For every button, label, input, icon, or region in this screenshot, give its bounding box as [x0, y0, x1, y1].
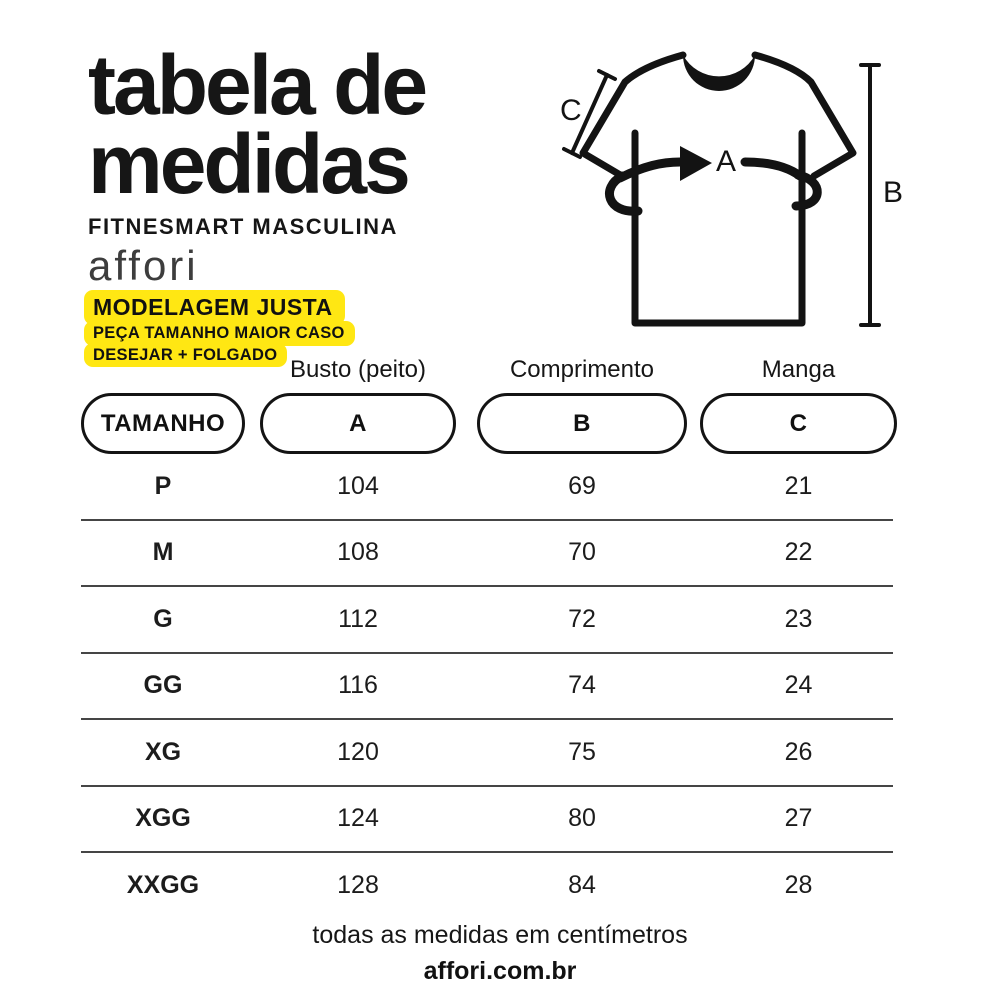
group-label-bust: Busto (peito) — [289, 356, 427, 383]
sleeve-cell: 28 — [784, 870, 813, 899]
bust-cell: 112 — [338, 604, 378, 633]
table-row: XGG 124 80 27 — [81, 787, 897, 852]
sleeve-label: C — [560, 94, 582, 127]
length-cell: 72 — [568, 604, 596, 633]
length-cell: 70 — [568, 538, 596, 567]
bust-cell: 104 — [337, 471, 379, 500]
row-divider — [81, 718, 893, 720]
table-row: GG 116 74 24 — [81, 654, 897, 719]
neck-opening — [683, 55, 755, 91]
tshirt-measurement-diagram: A B C — [540, 30, 960, 355]
bust-cell: 116 — [338, 671, 378, 700]
footer: todas as medidas em centímetros affori.c… — [0, 921, 1000, 986]
length-measure-line — [859, 63, 881, 327]
size-cell: M — [152, 538, 174, 567]
sleeve-cell: 23 — [784, 604, 813, 633]
chest-measure-arrow — [605, 157, 822, 216]
website-url: affori.com.br — [423, 957, 577, 985]
row-divider — [81, 585, 893, 587]
table-row: G 112 72 23 — [81, 587, 897, 652]
tshirt-icon: A B C — [560, 51, 903, 327]
sleeve-measure-line — [562, 69, 617, 159]
table-row: XXGG 128 84 28 — [81, 853, 897, 918]
size-cell: GG — [143, 671, 183, 700]
row-divider — [81, 651, 893, 654]
fit-note-line2: PEÇA TAMANHO MAIOR CASO — [84, 321, 355, 346]
bust-cell: 128 — [337, 870, 379, 899]
row-divider — [81, 518, 893, 521]
brand-logo: affori — [88, 242, 199, 289]
row-divider — [81, 851, 893, 853]
size-cell: XGG — [135, 804, 191, 833]
column-group-labels: Busto (peito) Comprimento Manga — [81, 354, 897, 386]
page-title-line1: tabela de — [88, 38, 428, 132]
table-body: P 104 69 21 M 108 70 22 G 112 72 23 GG — [81, 454, 897, 918]
table-row: XG 120 75 26 — [81, 720, 897, 785]
length-cell: 75 — [568, 737, 596, 766]
header-pill-c: C — [700, 393, 897, 454]
page-title: tabela de medidas — [88, 38, 428, 211]
size-cell: G — [153, 604, 173, 633]
bust-cell: 124 — [337, 804, 379, 833]
fit-note: MODELAGEM JUSTA PEÇA TAMANHO MAIOR CASO … — [84, 290, 355, 367]
chest-label: A — [716, 145, 736, 178]
size-cell: XXGG — [126, 870, 200, 899]
bust-cell: 108 — [337, 538, 379, 567]
sleeve-cell: 26 — [784, 737, 813, 766]
sleeve-cell: 21 — [784, 471, 813, 500]
arrowhead-icon — [680, 146, 712, 181]
length-cell: 74 — [568, 671, 596, 700]
table-row: P 104 69 21 — [81, 454, 897, 519]
table-header-row: TAMANHO A B C — [81, 393, 897, 454]
header-pill-b: B — [477, 393, 687, 454]
header-pill-a: A — [260, 393, 456, 454]
sleeve-cell: 24 — [784, 671, 813, 700]
table-row: M 108 70 22 — [81, 521, 897, 586]
length-cell: 80 — [568, 804, 596, 833]
length-cell: 69 — [568, 471, 596, 500]
fit-note-heading: MODELAGEM JUSTA — [84, 290, 345, 325]
units-note: todas as medidas em centímetros — [312, 921, 688, 949]
length-cell: 84 — [568, 870, 596, 899]
fit-note-line3: DESEJAR + FOLGADO — [84, 343, 288, 367]
sleeve-cell: 27 — [784, 804, 813, 833]
bust-cell: 120 — [337, 737, 379, 766]
size-cell: XG — [144, 737, 182, 766]
product-subtitle: FITNESMART MASCULINA — [88, 214, 398, 239]
length-label: B — [883, 176, 903, 209]
group-label-length: Comprimento — [509, 356, 655, 383]
header: tabela de medidas FITNESMART MASCULINA a… — [88, 38, 428, 290]
header-pill-tamanho: TAMANHO — [81, 393, 245, 454]
size-table: Busto (peito) Comprimento Manga TAMANHO … — [81, 354, 897, 918]
sleeve-cell: 22 — [784, 538, 813, 567]
page-title-line2: medidas — [88, 117, 411, 211]
row-divider — [81, 784, 893, 787]
size-cell: P — [154, 471, 172, 500]
group-label-sleeve: Manga — [761, 356, 836, 383]
